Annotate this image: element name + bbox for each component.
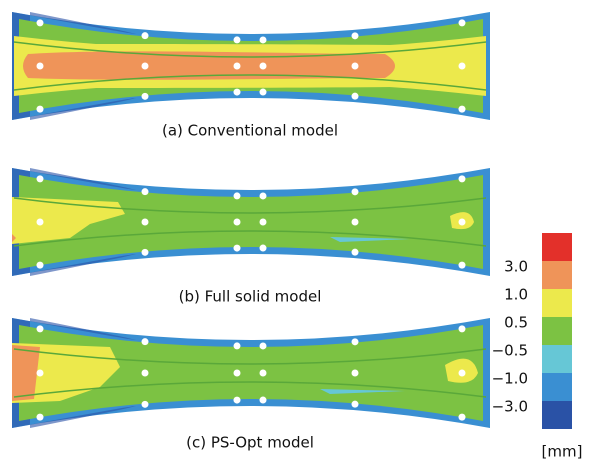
bolt-hole (459, 19, 466, 26)
bolt-hole (459, 325, 466, 332)
bolt-hole (234, 219, 241, 226)
bolt-hole (260, 36, 267, 43)
bolt-hole (234, 245, 241, 252)
bolt-hole (352, 219, 359, 226)
bolt-hole (142, 249, 149, 256)
colorbar-bin (542, 345, 572, 373)
bolt-hole (142, 338, 149, 345)
bolt-hole (234, 370, 241, 377)
bolt-hole (352, 93, 359, 100)
bolt-hole (234, 89, 241, 96)
bolt-hole (234, 342, 241, 349)
colorbar-label: 3.0 (504, 258, 528, 276)
bolt-hole (142, 93, 149, 100)
bolt-hole (260, 89, 267, 96)
bolt-hole (352, 249, 359, 256)
bolt-hole (459, 219, 466, 226)
colorbar-label: 1.0 (504, 286, 528, 304)
bolt-hole (234, 192, 241, 199)
bolt-hole (260, 192, 267, 199)
bolt-hole (37, 175, 44, 182)
caption: (c) PS-Opt model (186, 434, 314, 452)
bolt-hole (142, 370, 149, 377)
bolt-hole (459, 175, 466, 182)
bolt-hole (37, 370, 44, 377)
bolt-hole (37, 63, 44, 70)
bolt-hole (142, 401, 149, 408)
bolt-hole (37, 325, 44, 332)
caption: (a) Conventional model (162, 122, 338, 140)
colorbar-label: 0.5 (504, 314, 528, 332)
bolt-hole (459, 63, 466, 70)
colorbar-bin (542, 373, 572, 401)
colorbar-bin (542, 233, 572, 261)
bolt-hole (352, 370, 359, 377)
bolt-hole (260, 245, 267, 252)
bolt-hole (142, 63, 149, 70)
unit-label: [mm] (542, 443, 583, 461)
bolt-hole (352, 338, 359, 345)
bolt-hole (352, 188, 359, 195)
bolt-hole (234, 397, 241, 404)
bolt-hole (352, 401, 359, 408)
bolt-hole (260, 63, 267, 70)
colorbar-bin (542, 317, 572, 345)
bolt-hole (37, 414, 44, 421)
colorbar-label: −0.5 (492, 342, 528, 360)
colorbar-bin (542, 261, 572, 289)
colorbar-bin (542, 289, 572, 317)
figure: (a) Conventional model (b) Full solid mo… (0, 0, 600, 466)
bolt-hole (352, 32, 359, 39)
bolt-hole (142, 32, 149, 39)
bolt-hole (459, 414, 466, 421)
bolt-hole (37, 106, 44, 113)
bolt-hole (142, 188, 149, 195)
bolt-hole (234, 36, 241, 43)
bolt-hole (459, 262, 466, 269)
bolt-hole (260, 397, 267, 404)
bolt-hole (37, 262, 44, 269)
caption: (b) Full solid model (179, 288, 322, 306)
bolt-hole (260, 219, 267, 226)
colorbar-label: −1.0 (492, 370, 528, 388)
bolt-hole (260, 370, 267, 377)
colorbar-label: −3.0 (492, 398, 528, 416)
bolt-hole (459, 370, 466, 377)
bolt-hole (260, 342, 267, 349)
colorbar-bin (542, 401, 572, 429)
bolt-hole (459, 106, 466, 113)
bolt-hole (37, 19, 44, 26)
bolt-hole (37, 219, 44, 226)
bolt-hole (142, 219, 149, 226)
bolt-hole (352, 63, 359, 70)
bolt-hole (234, 63, 241, 70)
